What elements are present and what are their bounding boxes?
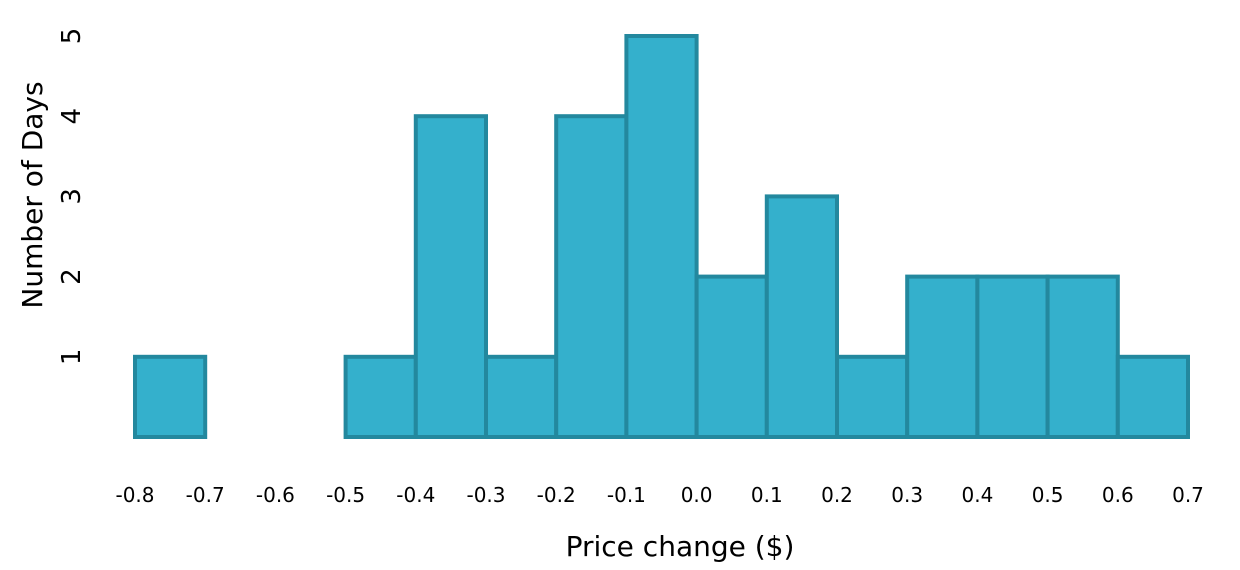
x-tick-label: -0.2 <box>537 483 576 507</box>
histogram-bar <box>133 354 208 439</box>
histogram-bar <box>1045 274 1120 439</box>
x-tick-label: -0.5 <box>326 483 365 507</box>
x-tick-label: 0.5 <box>1032 483 1064 507</box>
x-tick-label: -0.8 <box>115 483 154 507</box>
y-tick-label: 2 <box>57 268 87 285</box>
y-tick-label: 1 <box>57 349 87 366</box>
x-tick-label: 0.2 <box>821 483 853 507</box>
histogram-bar <box>905 274 980 439</box>
x-tick-label: -0.3 <box>466 483 505 507</box>
histogram-bar <box>835 354 910 439</box>
x-tick-label: 0.4 <box>961 483 993 507</box>
y-axis-title: Number of Days <box>16 81 49 308</box>
histogram-bar <box>484 354 559 439</box>
histogram-bar <box>413 114 488 439</box>
x-tick-label: 0.7 <box>1172 483 1204 507</box>
x-tick-label: -0.7 <box>186 483 225 507</box>
y-tick-label: 4 <box>57 108 87 125</box>
histogram-bar <box>694 274 769 439</box>
histogram-bar <box>343 354 418 439</box>
x-axis-title: Price change ($) <box>566 530 795 563</box>
y-axis-ticks: 1 2 3 4 5 <box>57 28 87 365</box>
histogram-bar <box>624 34 699 439</box>
x-tick-label: 0.0 <box>681 483 713 507</box>
x-tick-label: 0.3 <box>891 483 923 507</box>
x-tick-label: -0.4 <box>396 483 435 507</box>
x-tick-label: 0.6 <box>1102 483 1134 507</box>
histogram-bars <box>133 34 1191 439</box>
histogram-bar <box>1115 354 1191 439</box>
histogram-bar <box>554 114 629 439</box>
x-tick-label: 0.1 <box>751 483 783 507</box>
y-tick-label: 5 <box>57 28 87 45</box>
y-tick-label: 3 <box>57 188 87 205</box>
x-axis-ticks: -0.8 -0.7 -0.6 -0.5 -0.4 -0.3 -0.2 -0.1 0.0 0.1 0.… <box>115 483 1203 507</box>
histogram-bar <box>975 274 1050 439</box>
x-tick-label: -0.1 <box>607 483 646 507</box>
histogram-bar <box>764 194 839 439</box>
x-tick-label: -0.6 <box>256 483 295 507</box>
